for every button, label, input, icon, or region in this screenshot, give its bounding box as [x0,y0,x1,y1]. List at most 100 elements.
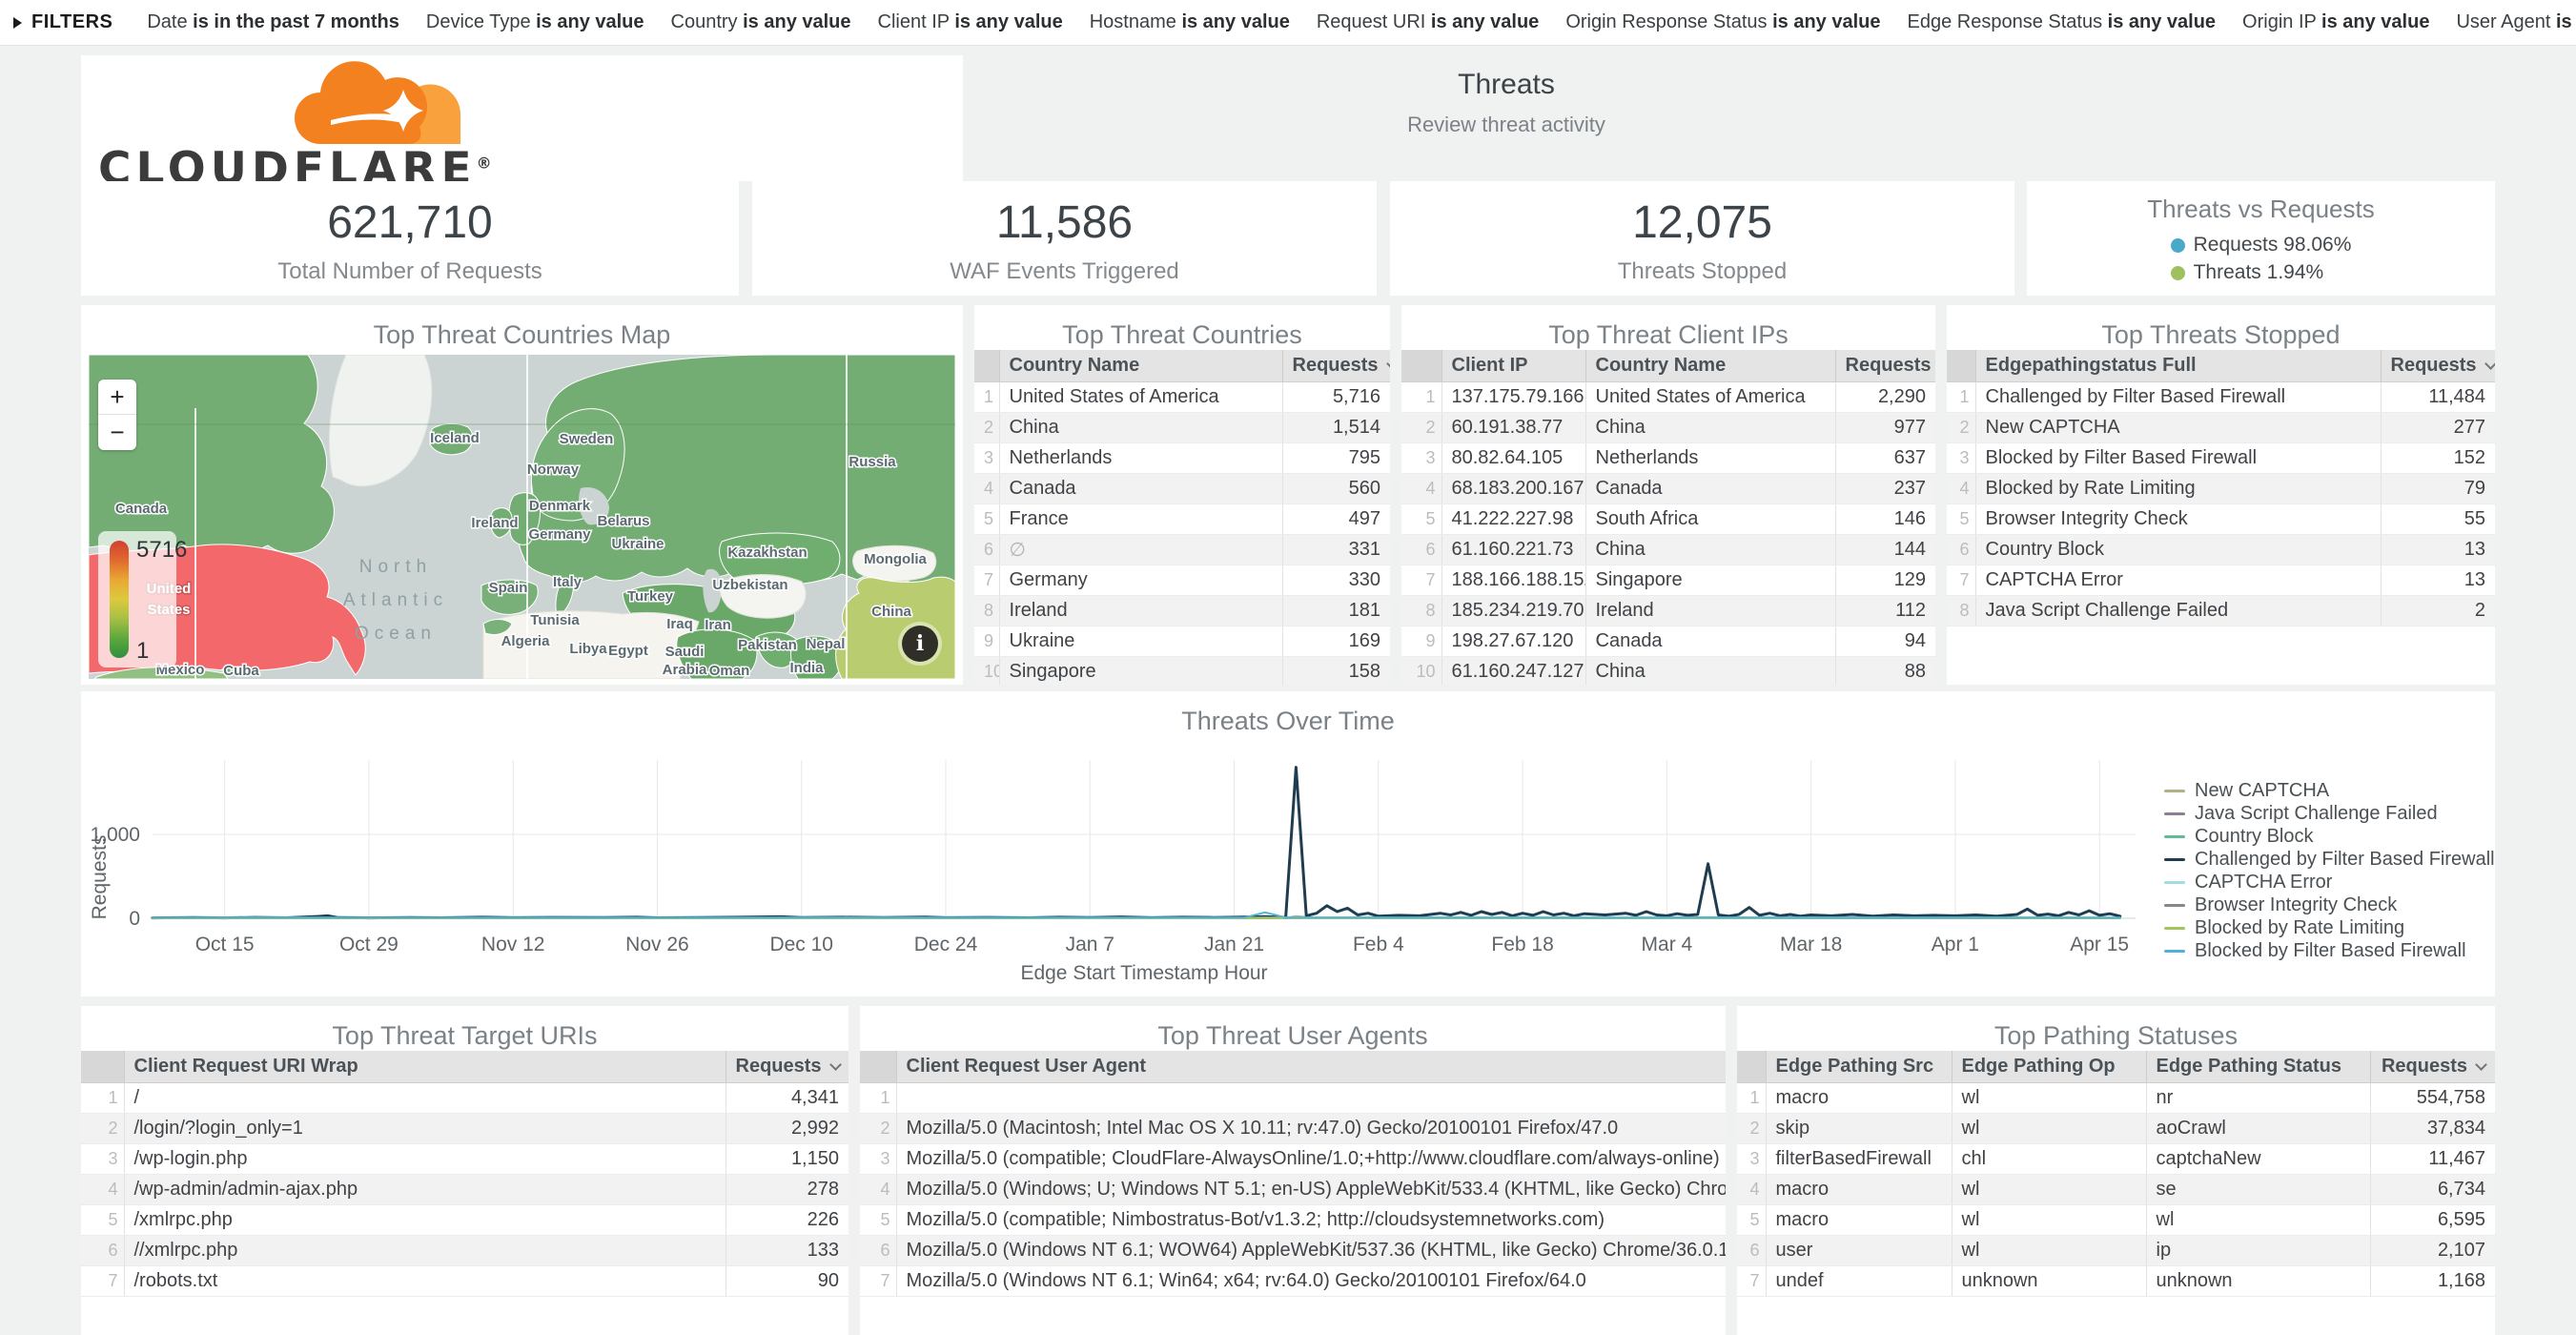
table-cell[interactable]: Canada [1584,473,1835,504]
table-cell[interactable]: se [2145,1174,2370,1205]
table-cell[interactable]: 2 [2380,595,2495,626]
filters-toggle[interactable]: FILTERS [31,11,113,32]
map-zoom-in-button[interactable]: + [98,380,136,415]
table-cell[interactable]: China [1584,656,1835,685]
table-row[interactable]: 3 Netherlands 795 [974,442,1390,474]
column-header[interactable]: Client Request User Agent [895,1051,1726,1083]
table-cell[interactable] [895,1082,1726,1114]
table-row[interactable]: 1 United States of America 5,716 [974,381,1390,413]
table-row[interactable]: 5/xmlrpc.php 226 [81,1204,848,1236]
table-cell[interactable]: macro [1765,1174,1952,1205]
map-zoom-out-button[interactable]: − [110,418,125,446]
table-row[interactable]: 6//xmlrpc.php 133 [81,1235,848,1266]
table-cell[interactable]: / [123,1082,726,1114]
table-cell[interactable]: unknown [2145,1265,2370,1297]
table-row[interactable]: 6 61.160.221.73 China 144 [1401,534,1935,565]
column-header[interactable]: Edge Pathing Src [1765,1051,1952,1083]
table-row[interactable]: 8 Ireland 181 [974,595,1390,626]
table-cell[interactable]: 55 [2380,503,2495,535]
table-cell[interactable]: 11,484 [2380,381,2495,413]
table-cell[interactable]: 13 [2380,534,2495,565]
table-row[interactable]: 10Singapore158 [974,656,1390,685]
table-row[interactable]: 10 61.160.247.127 China 88 [1401,656,1935,685]
filter-item[interactable]: Request URI is any value [1317,11,1539,32]
table-cell[interactable]: 112 [1834,595,1935,626]
table-cell[interactable]: 1,514 [1281,412,1390,443]
table-cell[interactable]: Ireland [1584,595,1835,626]
table-cell[interactable]: undef [1765,1265,1952,1297]
table-cell[interactable]: 13 [2380,565,2495,596]
table-cell[interactable]: CAPTCHA Error [1974,565,2381,596]
table-cell[interactable]: 41.222.227.98 [1441,503,1585,535]
filter-item[interactable]: Device Type is any value [426,11,644,32]
column-header[interactable]: Country Name [1584,350,1835,382]
table-cell[interactable]: chl [1951,1143,2146,1175]
table-cell[interactable]: /wp-login.php [123,1143,726,1175]
column-header[interactable]: Requests [725,1051,848,1083]
table-cell[interactable]: Browser Integrity Check [1974,503,2381,535]
table-cell[interactable]: 188.166.188.152 [1441,565,1585,596]
filter-item[interactable]: Origin Response Status is any value [1565,11,1880,32]
table-cell[interactable]: //xmlrpc.php [123,1235,726,1266]
map-info-button[interactable]: i [898,622,942,666]
table-cell[interactable]: captchaNew [2145,1143,2370,1175]
table-row[interactable]: 7/robots.txt 90 [81,1265,848,1297]
table-row[interactable]: 7 Mozilla/5.0 (Windows NT 6.1; Win64; x64… [860,1265,1726,1297]
table-cell[interactable]: China [998,412,1282,443]
table-cell[interactable]: 181 [1281,595,1390,626]
table-cell[interactable]: 94 [1834,626,1935,657]
column-header[interactable]: Edge Pathing Status [2145,1051,2370,1083]
table-row[interactable]: 6 user wl ip 2,107 [1737,1235,2495,1266]
table-cell[interactable]: 80.82.64.105 [1441,442,1585,474]
table-cell[interactable]: Mozilla/5.0 (Macintosh; Intel Mac OS X 1… [895,1113,1726,1144]
table-cell[interactable]: 79 [2380,473,2495,504]
table-row[interactable]: 8 185.234.219.70 Ireland 112 [1401,595,1935,626]
table-row[interactable]: 5 macro wl wl 6,595 [1737,1204,2495,1236]
table-cell[interactable]: United States of America [1584,381,1835,413]
table-cell[interactable]: 60.191.38.77 [1441,412,1585,443]
filters-expand-icon[interactable] [13,16,22,29]
table-cell[interactable]: 88 [1834,656,1935,685]
table-row[interactable]: 2/login/?login_only=1 2,992 [81,1113,848,1144]
table-cell[interactable]: Ukraine [998,626,1282,657]
table-cell[interactable]: 554,758 [2369,1082,2495,1114]
table-cell[interactable]: wl [1951,1082,2146,1114]
column-header[interactable]: Client Request URI Wrap [123,1051,726,1083]
table-row[interactable]: 5 Mozilla/5.0 (compatible; Nimbostratus-B… [860,1204,1726,1236]
table-row[interactable]: 3 Mozilla/5.0 (compatible; CloudFlare-Alw… [860,1143,1726,1175]
world-map-canvas[interactable]: CanadaUnitedStatesMexicoCubaIcelandIrela… [88,354,956,681]
table-cell[interactable]: 11,467 [2369,1143,2495,1175]
table-cell[interactable]: 61.160.247.127 [1441,656,1585,685]
table-cell[interactable]: 497 [1281,503,1390,535]
column-header[interactable]: Edge Pathing Op [1951,1051,2146,1083]
table-cell[interactable]: 6,734 [2369,1174,2495,1205]
table-cell[interactable]: Singapore [998,656,1282,685]
sort-desc-icon[interactable] [2475,1058,2487,1071]
table-cell[interactable]: ∅ [998,534,1282,565]
column-header[interactable]: Requests [1281,350,1390,382]
world-map[interactable]: CanadaUnitedStatesMexicoCubaIcelandIrela… [88,354,956,681]
table-row[interactable]: 9 Ukraine 169 [974,626,1390,657]
table-cell[interactable]: /login/?login_only=1 [123,1113,726,1144]
table-cell[interactable]: 330 [1281,565,1390,596]
filter-item[interactable]: User Agent is any value [2456,11,2576,32]
table-cell[interactable]: Canada [1584,626,1835,657]
table-row[interactable]: 8 Java Script Challenge Failed 2 [1947,595,2495,626]
table-cell[interactable]: Netherlands [998,442,1282,474]
table-cell[interactable]: macro [1765,1204,1952,1236]
table-cell[interactable]: 277 [2380,412,2495,443]
column-header[interactable]: Requests [2369,1051,2495,1083]
table-row[interactable]: 1/4,341 [81,1082,848,1114]
table-cell[interactable]: 37,834 [2369,1113,2495,1144]
filter-item[interactable]: Country is any value [671,11,851,32]
table-cell[interactable]: Netherlands [1584,442,1835,474]
table-row[interactable]: 2 skip wl aoCrawl 37,834 [1737,1113,2495,1144]
table-row[interactable]: 3 80.82.64.105 Netherlands 637 [1401,442,1935,474]
column-header[interactable]: Requests [2380,350,2495,382]
table-cell[interactable]: 2,992 [725,1113,848,1144]
table-cell[interactable]: Challenged by Filter Based Firewall [1974,381,2381,413]
line-chart-canvas[interactable]: 1,000 0 Requests Oct 15 Oct 29 Nov 12 Nov 26 De… [81,691,2495,996]
table-row[interactable]: 2 60.191.38.77 China 977 [1401,412,1935,443]
table-cell[interactable]: wl [1951,1174,2146,1205]
table-cell[interactable]: Java Script Challenge Failed [1974,595,2381,626]
